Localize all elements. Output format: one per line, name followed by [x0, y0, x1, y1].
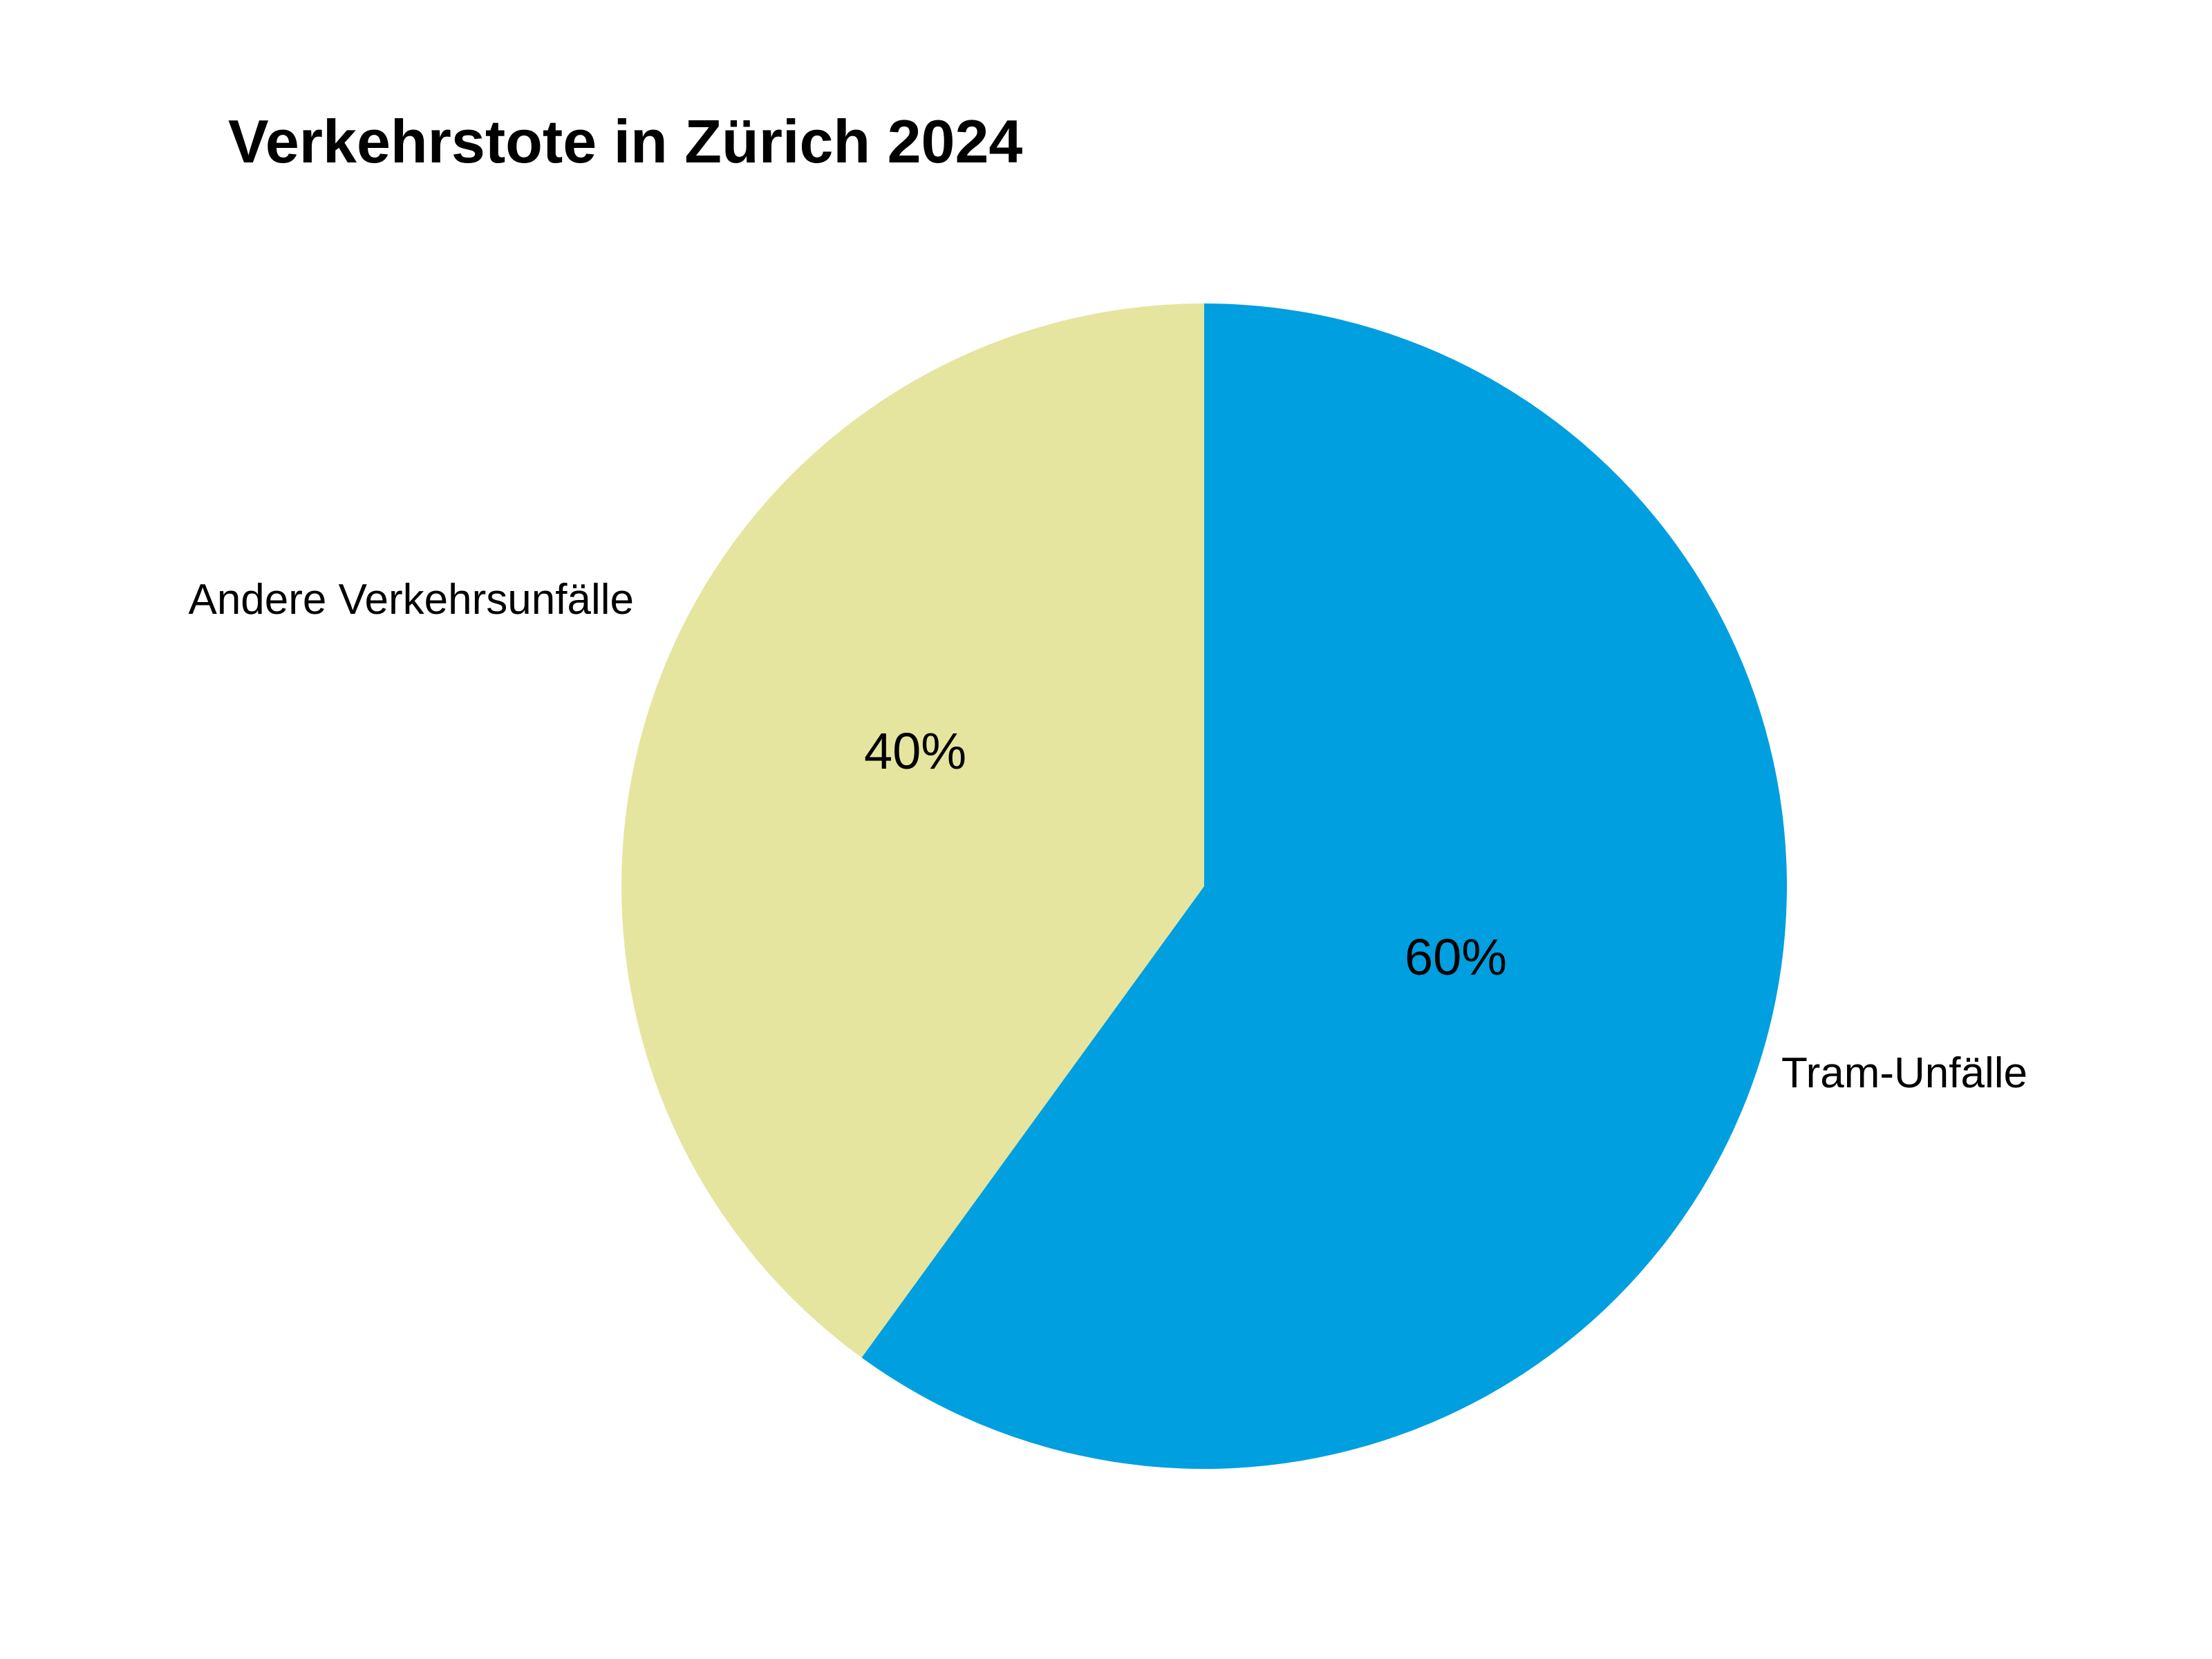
data-label-andere-verkehrsunfaelle: 40%	[864, 722, 966, 780]
pie-labels: 60% Tram-Unfälle 40% Andere Verkehrsunfälle	[188, 576, 2027, 1097]
pie-slice-andere-verkehrsunfaelle	[621, 303, 1204, 1358]
category-label-andere-verkehrsunfaelle: Andere Verkehrsunfälle	[188, 576, 634, 624]
pie-slices	[621, 303, 1788, 1469]
data-label-tram-unfaelle: 60%	[1405, 928, 1507, 986]
pie-slice-tram-unfaelle	[861, 303, 1788, 1469]
chart-title: Verkehrstote in Zürich 2024	[228, 107, 1022, 176]
category-label-tram-unfaelle: Tram-Unfälle	[1781, 1049, 2027, 1097]
